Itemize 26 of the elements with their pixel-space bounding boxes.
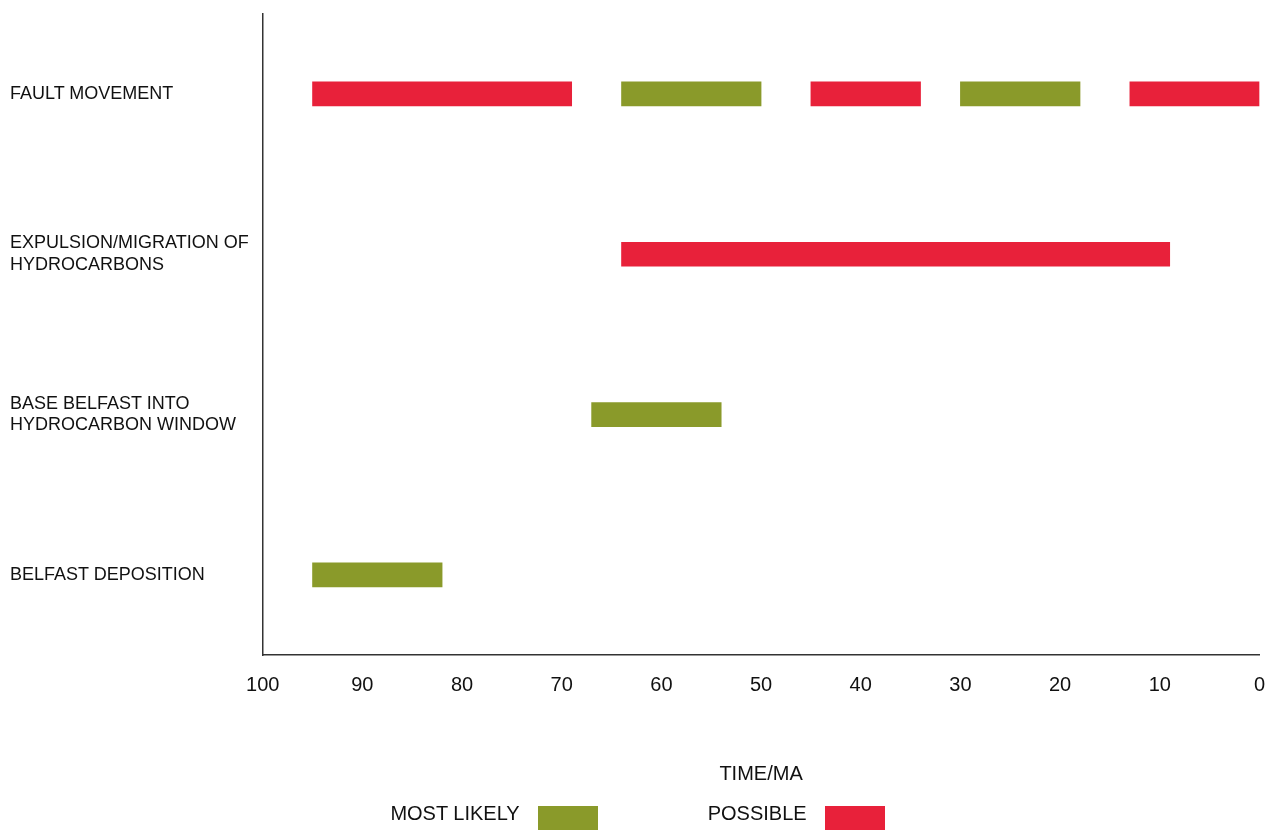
x-tick-label: 70 <box>550 672 573 695</box>
y-tick-label: BELFAST DEPOSITION <box>10 563 205 584</box>
x-tick-label: 100 <box>246 672 280 695</box>
bar <box>312 562 443 588</box>
x-tick-label: 30 <box>949 672 972 695</box>
y-tick-label: FAULT MOVEMENT <box>10 82 174 103</box>
y-tick-label: BASE BELFAST INTO HYDROCARBON WINDOW <box>10 392 236 435</box>
legend-label: POSSIBLE <box>707 801 807 825</box>
bar <box>621 241 1171 267</box>
bar <box>312 81 573 107</box>
x-tick-label: 0 <box>1253 672 1265 695</box>
x-tick-label: 50 <box>749 672 773 695</box>
bar <box>810 81 921 107</box>
bar <box>621 81 762 107</box>
x-tick-label: 80 <box>450 672 474 695</box>
x-tick-label: 60 <box>650 672 673 695</box>
y-tick-label: EXPULSION/MIGRATION OF HYDROCARBONS <box>10 232 249 275</box>
legend-label: MOST LIKELY <box>390 801 520 825</box>
x-tick-label: 20 <box>1048 672 1072 695</box>
bar <box>960 81 1081 107</box>
x-tick-label: 10 <box>1148 672 1171 695</box>
x-tick-label: 40 <box>849 672 872 695</box>
x-axis-title: TIME/MA <box>719 761 804 784</box>
x-tick-label: 90 <box>351 672 374 695</box>
bar <box>1129 81 1260 107</box>
bar <box>591 402 722 427</box>
